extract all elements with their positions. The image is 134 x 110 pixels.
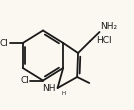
Text: Cl: Cl bbox=[20, 76, 29, 85]
Text: Cl: Cl bbox=[0, 38, 9, 48]
Text: HCl: HCl bbox=[96, 36, 111, 45]
Text: NH₂: NH₂ bbox=[100, 22, 118, 31]
Text: NH: NH bbox=[42, 83, 56, 93]
Text: H: H bbox=[62, 91, 66, 96]
